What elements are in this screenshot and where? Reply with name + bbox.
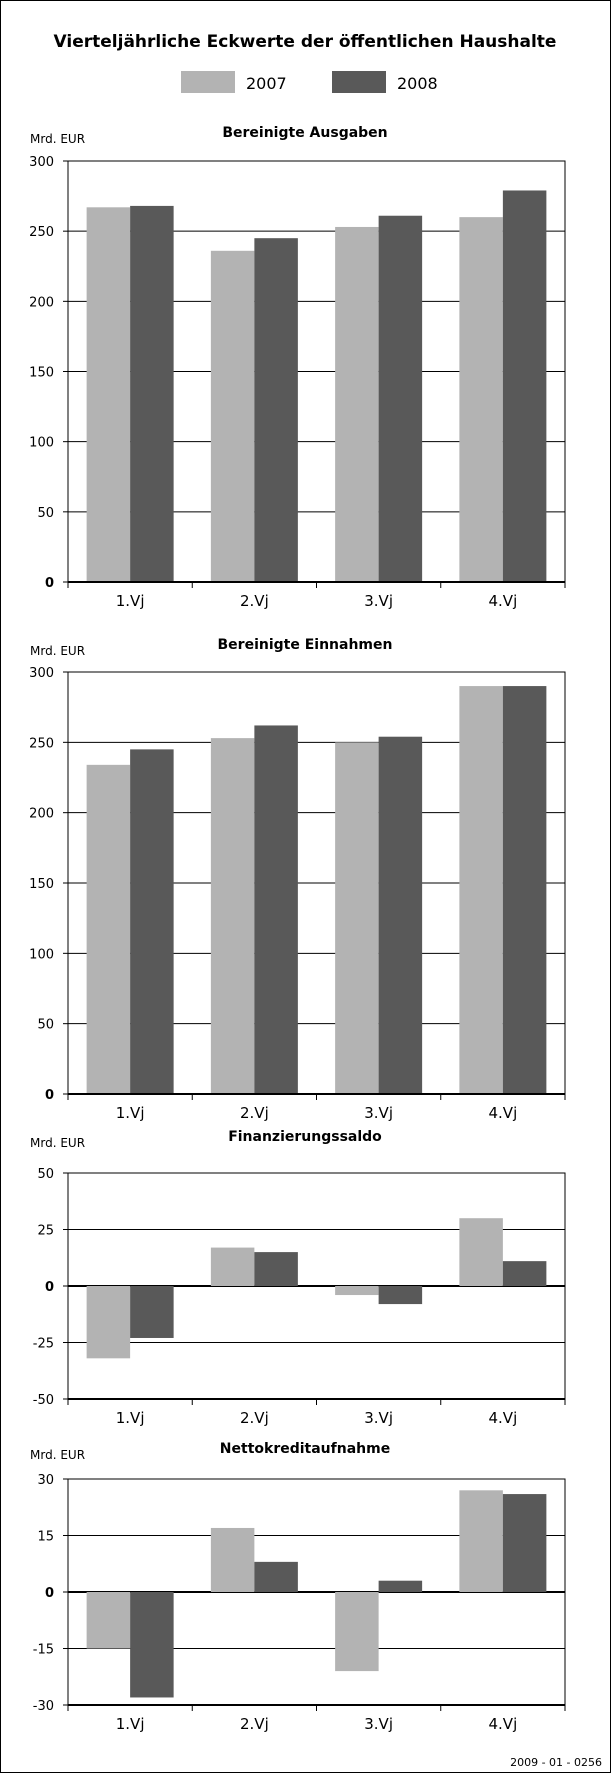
- bar-2008-4.Vj: [502, 1261, 547, 1286]
- x-tick-label: 1.Vj: [116, 1409, 145, 1427]
- y-tick-label: 15: [37, 1530, 54, 1545]
- y-tick-label: 50: [37, 506, 54, 521]
- y-tick-label: 200: [29, 807, 54, 822]
- bar-2008-4.Vj: [502, 1494, 547, 1592]
- y-tick-label: 0: [45, 1088, 54, 1103]
- x-tick-label: 3.Vj: [364, 1104, 393, 1122]
- y-tick-label: 150: [29, 877, 54, 892]
- bar-2007-4.Vj: [459, 1490, 503, 1592]
- bar-2008-3.Vj: [378, 1286, 423, 1305]
- bar-2008-2.Vj: [254, 1561, 298, 1592]
- bar-2008-4.Vj: [502, 190, 547, 582]
- y-axis-unit-label: Mrd. EUR: [30, 1448, 85, 1462]
- bar-2008-1.Vj: [130, 205, 174, 582]
- y-tick-label: -25: [33, 1337, 54, 1352]
- legend: 2007 2008: [181, 71, 438, 93]
- bar-2007-1.Vj: [86, 1286, 131, 1359]
- y-tick-label: -15: [33, 1643, 54, 1658]
- bar-2007-2.Vj: [210, 250, 255, 582]
- x-tick-label: 3.Vj: [364, 1715, 393, 1733]
- x-tick-label: 2.Vj: [240, 1715, 269, 1733]
- x-tick-label: 4.Vj: [489, 592, 518, 610]
- bar-2008-2.Vj: [254, 238, 298, 582]
- bar-2008-4.Vj: [502, 686, 547, 1094]
- x-tick-label: 2.Vj: [240, 1409, 269, 1427]
- chart-4: Nettokreditaufnahme Mrd. EUR -30 -15 0 15 30 1.…: [30, 1441, 566, 1733]
- y-tick-label: 250: [29, 225, 54, 240]
- bar-2007-3.Vj: [335, 226, 379, 582]
- y-axis-unit-label: Mrd. EUR: [30, 644, 85, 658]
- y-tick-label: 50: [37, 1018, 54, 1033]
- chart-3: Finanzierungssaldo Mrd. EUR -50 -25 0 25 50 1.V…: [30, 1129, 566, 1427]
- footer-code: 2009 - 01 - 0256: [510, 1756, 602, 1769]
- y-tick-label: 200: [29, 295, 54, 310]
- legend-label-2007: 2007: [246, 74, 287, 93]
- x-tick-label: 1.Vj: [116, 592, 145, 610]
- legend-label-2008: 2008: [397, 74, 438, 93]
- y-axis-unit-label: Mrd. EUR: [30, 1136, 85, 1150]
- y-tick-label: 0: [45, 576, 54, 591]
- legend-swatch-2007: [181, 71, 235, 93]
- bar-2007-2.Vj: [210, 738, 255, 1094]
- chart-title: Bereinigte Ausgaben: [222, 125, 387, 141]
- bar-2008-3.Vj: [378, 215, 423, 583]
- bar-2008-1.Vj: [130, 749, 174, 1094]
- bar-2007-4.Vj: [459, 686, 503, 1094]
- x-tick-label: 4.Vj: [489, 1409, 518, 1427]
- bar-2008-2.Vj: [254, 1252, 298, 1286]
- y-tick-label: 150: [29, 366, 54, 381]
- bar-2007-2.Vj: [210, 1247, 255, 1286]
- bar-2007-3.Vj: [335, 742, 379, 1094]
- bar-2007-3.Vj: [335, 1286, 379, 1296]
- y-tick-label: 300: [29, 155, 54, 170]
- y-tick-label: 30: [37, 1473, 54, 1488]
- bar-2008-1.Vj: [130, 1592, 174, 1698]
- y-tick-label: 100: [29, 436, 54, 451]
- x-tick-label: 3.Vj: [364, 1409, 393, 1427]
- chart-title: Bereinigte Einnahmen: [218, 637, 393, 653]
- bar-2008-2.Vj: [254, 725, 298, 1094]
- bar-2008-3.Vj: [378, 736, 423, 1094]
- x-tick-label: 4.Vj: [489, 1104, 518, 1122]
- y-tick-label: -50: [33, 1393, 54, 1408]
- chart-1: Bereinigte Ausgaben Mrd. EUR 0 50 100 150 200 2…: [29, 125, 566, 610]
- y-axis-unit-label: Mrd. EUR: [30, 132, 85, 146]
- chart-2: Bereinigte Einnahmen Mrd. EUR 0 50 100 150 200…: [29, 637, 566, 1122]
- bar-2007-3.Vj: [335, 1592, 379, 1672]
- bar-2007-4.Vj: [459, 217, 503, 582]
- bar-2007-1.Vj: [86, 207, 131, 582]
- x-tick-label: 1.Vj: [116, 1104, 145, 1122]
- y-tick-label: -30: [33, 1699, 54, 1714]
- bar-2008-1.Vj: [130, 1286, 174, 1338]
- y-tick-label: 250: [29, 736, 54, 751]
- x-tick-label: 2.Vj: [240, 592, 269, 610]
- bar-2007-1.Vj: [86, 1592, 131, 1649]
- y-tick-label: 25: [37, 1224, 54, 1239]
- bar-2007-2.Vj: [210, 1527, 255, 1592]
- chart-title: Nettokreditaufnahme: [220, 1441, 390, 1457]
- y-tick-label: 300: [29, 666, 54, 681]
- y-tick-label: 0: [45, 1280, 54, 1295]
- x-tick-label: 4.Vj: [489, 1715, 518, 1733]
- x-tick-label: 2.Vj: [240, 1104, 269, 1122]
- y-tick-label: 100: [29, 947, 54, 962]
- bar-2007-1.Vj: [86, 764, 131, 1094]
- x-tick-label: 3.Vj: [364, 592, 393, 610]
- bar-2007-4.Vj: [459, 1218, 503, 1286]
- figure-title: Vierteljährliche Eckwerte der öffentlich…: [54, 32, 557, 52]
- y-tick-label: 50: [37, 1167, 54, 1182]
- y-tick-label: 0: [45, 1586, 54, 1601]
- legend-swatch-2008: [332, 71, 386, 93]
- bar-2008-3.Vj: [378, 1580, 423, 1592]
- chart-title: Finanzierungssaldo: [228, 1129, 382, 1145]
- x-tick-label: 1.Vj: [116, 1715, 145, 1733]
